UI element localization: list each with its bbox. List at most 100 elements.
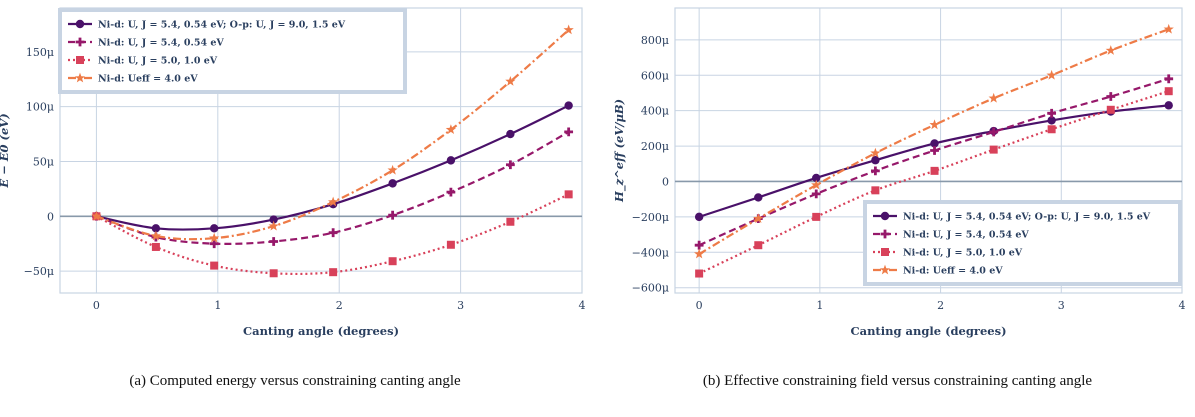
data-point	[695, 269, 704, 278]
data-point	[269, 215, 278, 224]
data-point	[446, 240, 455, 249]
data-point	[388, 210, 398, 220]
y-axis-title: H_z^eff (eV/μB)	[612, 99, 627, 203]
data-point	[506, 129, 515, 139]
legend-label: Ni-d: U, J = 5.4, 0.54 eV; O-p: U, J = 9…	[903, 212, 1151, 223]
x-axis-title: Canting angle (degrees)	[243, 324, 399, 338]
series-3	[695, 87, 1173, 278]
series-line	[698, 90, 1170, 275]
y-tick-label: 800μ	[641, 34, 669, 47]
data-point	[694, 248, 705, 259]
data-point	[754, 193, 763, 202]
y-tick-label: −600μ	[632, 282, 669, 295]
legend-marker	[74, 72, 86, 83]
data-point	[209, 239, 219, 249]
data-point	[1047, 108, 1057, 118]
data-point	[505, 160, 515, 170]
y-tick-label: 400μ	[641, 105, 669, 118]
legend-marker	[881, 248, 889, 256]
data-point	[1046, 69, 1057, 80]
field-chart-panel: 0 1 2 3 4 −600μ −400μ −200μ 0 200μ 400μ 600μ 800μ Can…	[600, 0, 1195, 417]
legend-marker	[75, 19, 85, 29]
data-point	[753, 213, 764, 224]
x-tick-label: 0	[696, 299, 703, 312]
y-tick-label: −200μ	[632, 211, 669, 224]
data-point	[151, 224, 161, 233]
legend-label: Ni-d: U, J = 5.4, 0.54 eV; O-p: U, J = 9…	[98, 20, 346, 31]
x-tick-label: 4	[579, 299, 586, 312]
data-point	[1164, 101, 1173, 110]
data-point	[989, 145, 998, 154]
data-point	[1106, 105, 1115, 114]
x-tick-label: 3	[1058, 299, 1065, 312]
legend-label: Ni-d: U, J = 5.0, 1.0 eV	[98, 56, 218, 67]
y-tick-label: 150μ	[26, 46, 54, 59]
data-point	[870, 166, 880, 176]
energy-chart: 0 1 2 3 4 −50μ 0 50μ 100μ 150μ Canting angle (degr…	[0, 7, 586, 338]
y-tick-label: 50μ	[33, 155, 54, 168]
legend-marker	[880, 229, 890, 239]
data-point	[812, 173, 821, 183]
energy-chart-caption: (a) Computed energy versus constraining …	[129, 373, 461, 389]
data-point	[505, 76, 516, 86]
data-point	[210, 261, 219, 270]
x-tick-label: 0	[93, 299, 100, 312]
series-4	[91, 24, 574, 243]
data-point	[989, 127, 999, 137]
data-point	[209, 224, 219, 233]
data-point	[812, 212, 821, 221]
data-point	[563, 24, 574, 35]
data-point	[1105, 45, 1116, 55]
legend-marker	[879, 264, 891, 275]
data-point	[694, 212, 704, 222]
x-tick-label: 2	[937, 299, 944, 312]
data-point	[388, 257, 397, 266]
x-tick-label: 2	[336, 299, 343, 312]
data-point	[328, 228, 338, 238]
data-point	[387, 164, 398, 175]
y-tick-label: −400μ	[632, 246, 669, 259]
data-point	[564, 101, 573, 110]
data-point	[929, 119, 940, 130]
data-point	[1164, 87, 1173, 96]
data-point	[754, 241, 763, 250]
data-point	[150, 230, 162, 241]
data-point	[446, 156, 456, 165]
legend: Ni-d: U, J = 5.4, 0.54 eV; O-p: U, J = 9…	[863, 200, 1182, 286]
series-line	[96, 29, 570, 241]
data-point	[269, 269, 278, 278]
x-tick-label: 3	[457, 299, 464, 312]
data-point	[988, 92, 999, 103]
data-point	[564, 190, 573, 199]
x-tick-label: 1	[214, 299, 221, 312]
y-axis-title: E − E0 (eV)	[0, 113, 11, 188]
energy-chart-panel: 0 1 2 3 4 −50μ 0 50μ 100μ 150μ Canting angle (degr…	[0, 0, 590, 417]
data-point	[1163, 23, 1174, 34]
y-tick-label: 0	[662, 175, 669, 188]
data-point	[269, 237, 279, 246]
x-tick-label: 4	[1179, 299, 1186, 312]
legend-label: Ni-d: Ueff = 4.0 eV	[98, 74, 198, 85]
data-point	[930, 139, 939, 148]
data-point	[1047, 125, 1056, 134]
data-point	[930, 166, 939, 175]
legend-label: Ni-d: U, J = 5.0, 1.0 eV	[903, 248, 1023, 259]
legend-label: Ni-d: U, J = 5.4, 0.54 eV	[903, 230, 1029, 241]
data-point	[91, 210, 102, 221]
data-point	[694, 240, 704, 250]
legend-box	[863, 200, 1182, 286]
y-tick-label: 0	[47, 210, 54, 223]
data-point	[1164, 74, 1174, 84]
data-point	[209, 232, 220, 243]
data-point	[329, 268, 338, 277]
data-point	[1047, 116, 1056, 125]
data-point	[811, 189, 821, 199]
data-point	[506, 217, 515, 226]
series-line	[96, 130, 570, 245]
series-4	[694, 23, 1174, 259]
data-point	[870, 147, 881, 158]
legend-box	[58, 8, 407, 94]
data-point	[446, 187, 456, 197]
y-tick-label: 600μ	[641, 69, 669, 82]
field-chart: 0 1 2 3 4 −600μ −400μ −200μ 0 200μ 400μ 600μ 800μ Can…	[612, 7, 1186, 338]
